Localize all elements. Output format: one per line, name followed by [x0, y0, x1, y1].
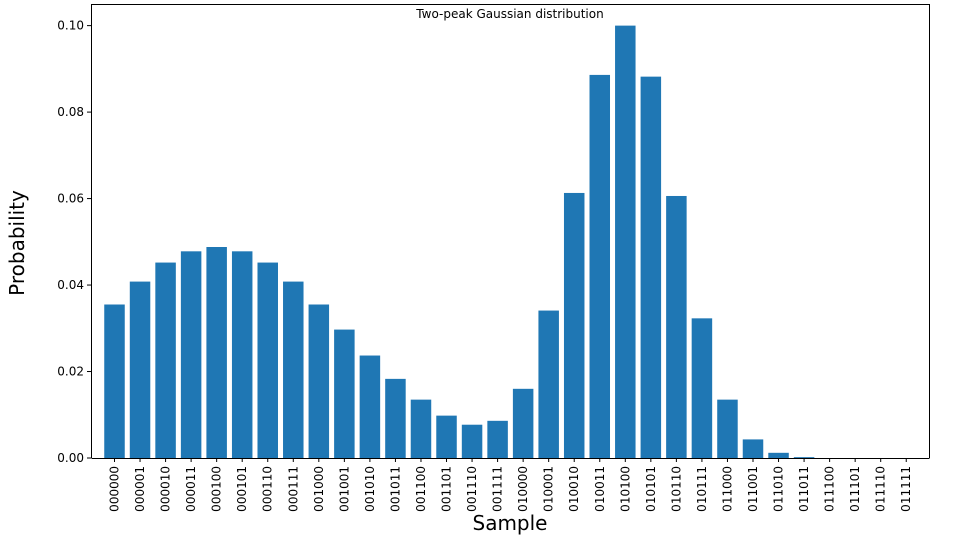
x-tick-label: 011010	[772, 466, 786, 512]
bar-010011	[589, 74, 611, 458]
x-tick-label: 000101	[235, 466, 249, 512]
chart-title: Two-peak Gaussian distribution	[415, 7, 603, 21]
x-tick-label: 010011	[593, 466, 607, 512]
y-tick-label: 0.10	[57, 19, 84, 33]
bar-011001	[742, 439, 764, 458]
y-tick-label: 0.08	[57, 105, 84, 119]
x-tick-label: 001010	[363, 466, 377, 512]
bar-001111	[487, 420, 508, 458]
bar-000101	[231, 251, 253, 458]
x-tick-label: 001001	[337, 466, 351, 512]
y-axis-ticks: 0.00 0.02 0.04 0.06 0.08 0.10	[57, 19, 91, 465]
x-tick-label: 010110	[669, 466, 683, 512]
x-tick-label: 000001	[133, 466, 147, 512]
bar-000111	[283, 281, 304, 458]
x-tick-label: 011110	[874, 466, 888, 512]
bar-001101	[436, 415, 457, 458]
x-axis-label: Sample	[473, 511, 548, 535]
x-tick-label: 011000	[720, 466, 734, 512]
bar-000010	[155, 262, 176, 458]
bar-000011	[180, 251, 202, 458]
x-tick-label: 011111	[899, 466, 913, 512]
x-axis-ticks: 000000 000001 000010 000011 000100 000101 0001…	[108, 458, 913, 512]
x-tick-label: 001111	[491, 466, 505, 512]
x-tick-label: 010111	[695, 466, 709, 512]
x-tick-label: 000011	[184, 466, 198, 512]
bar-001001	[334, 329, 355, 458]
bar-010101	[640, 76, 662, 458]
x-tick-label: 011011	[797, 466, 811, 512]
bar-011011	[793, 457, 815, 458]
x-tick-label: 010001	[542, 466, 556, 512]
bar-010100	[615, 25, 636, 459]
bar-001011	[385, 378, 406, 458]
x-tick-label: 001100	[414, 466, 428, 512]
x-tick-label: 001101	[440, 466, 454, 512]
bar-010010	[563, 192, 585, 458]
bar-011010	[768, 452, 789, 458]
x-tick-label: 000110	[261, 466, 275, 512]
y-tick-label: 0.02	[57, 365, 84, 379]
bar-010000	[512, 388, 534, 458]
y-tick-label: 0.00	[57, 451, 84, 465]
bar-001100	[410, 399, 432, 458]
bar-000110	[257, 262, 278, 458]
bar-010110	[666, 195, 687, 459]
x-tick-label: 010000	[516, 466, 530, 512]
bar-001000	[308, 304, 330, 458]
x-tick-label: 000100	[210, 466, 224, 512]
x-tick-label: 000111	[286, 466, 300, 512]
bar-000001	[129, 281, 151, 458]
x-tick-label: 010100	[618, 466, 632, 512]
x-tick-label: 011101	[848, 466, 862, 512]
bars-group	[104, 25, 815, 459]
x-tick-label: 000010	[159, 466, 173, 512]
bar-001010	[359, 355, 381, 458]
y-tick-label: 0.06	[57, 192, 84, 206]
y-tick-label: 0.04	[57, 278, 84, 292]
x-tick-label: 011001	[746, 466, 760, 512]
x-tick-label: 010010	[567, 466, 581, 512]
bar-011000	[717, 399, 738, 458]
x-tick-label: 001011	[388, 466, 402, 512]
x-tick-label: 001110	[465, 466, 479, 512]
y-axis-label: Probability	[5, 190, 29, 296]
bar-010111	[691, 318, 713, 458]
x-tick-label: 001000	[312, 466, 326, 512]
x-tick-label: 011100	[823, 466, 837, 512]
bar-000100	[206, 247, 227, 458]
x-tick-label: 000000	[108, 466, 122, 512]
x-tick-label: 010101	[644, 466, 658, 512]
bar-001110	[461, 424, 483, 458]
bar-010001	[538, 310, 559, 458]
bar-000000	[104, 304, 125, 458]
